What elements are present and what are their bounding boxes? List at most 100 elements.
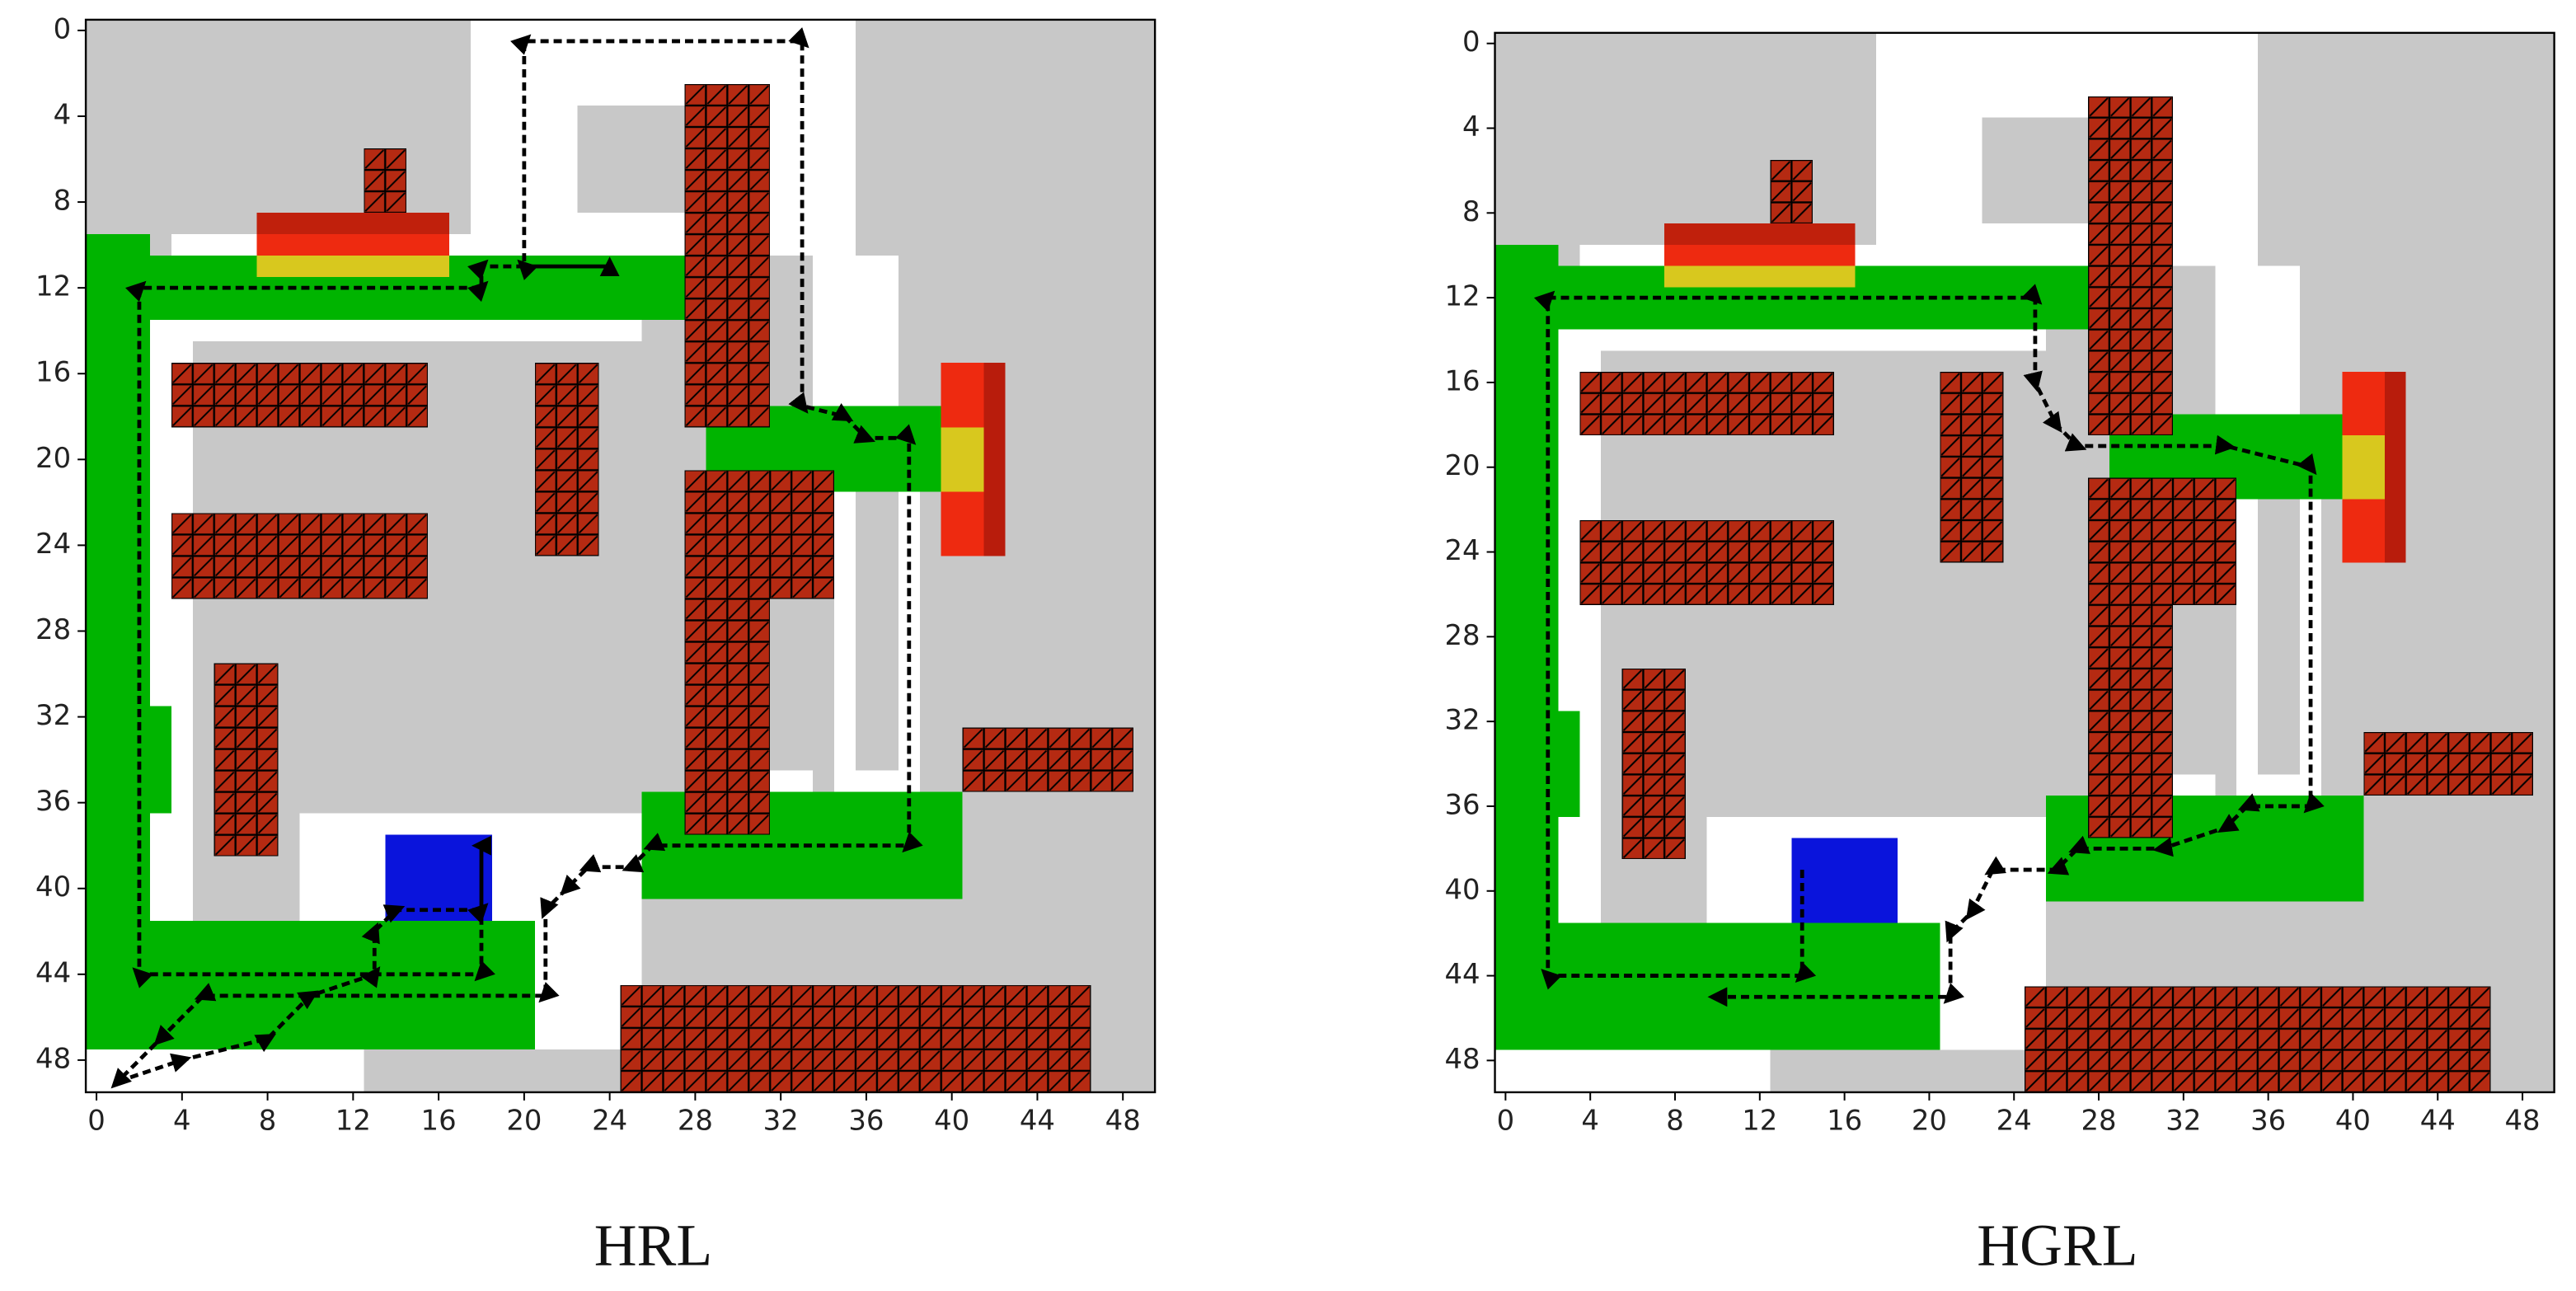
y-tick-label: 44 (1445, 958, 1480, 990)
x-tick-label: 0 (1497, 1104, 1515, 1136)
x-tick-label: 16 (1827, 1104, 1862, 1136)
obstacle (1621, 668, 1686, 860)
map-region (1982, 117, 2089, 224)
obstacle (1940, 372, 2004, 563)
map-region (1664, 223, 1856, 245)
obstacle (684, 599, 771, 835)
y-tick-label: 24 (1445, 534, 1480, 566)
axes-frame (84, 18, 1157, 1094)
panel (1494, 32, 2555, 1092)
x-tick-label: 40 (934, 1104, 969, 1136)
obstacle (684, 83, 771, 428)
y-tick-label: 12 (1445, 280, 1480, 312)
x-tick-label: 32 (2165, 1104, 2201, 1136)
x-tick-label: 0 (87, 1104, 106, 1136)
panel (86, 19, 1156, 1092)
y-tick-label: 4 (1462, 110, 1480, 143)
map-region (983, 363, 1006, 556)
obstacle (1579, 372, 1834, 436)
obstacle (2363, 731, 2533, 796)
obstacle (364, 148, 407, 214)
axes-frame (1494, 31, 2555, 1094)
x-tick-label: 40 (2335, 1104, 2371, 1136)
obstacle (1770, 160, 1814, 224)
x-tick-label: 20 (1912, 1104, 1947, 1136)
y-tick-label: 48 (35, 1042, 71, 1074)
x-tick-label: 32 (763, 1104, 799, 1136)
obstacle (2088, 604, 2173, 838)
x-tick-label: 16 (421, 1104, 457, 1136)
y-tick-label: 36 (1445, 788, 1480, 820)
obstacle (2088, 96, 2173, 436)
map-region (1494, 922, 1940, 1050)
map-region (1558, 711, 1580, 817)
x-tick-label: 28 (678, 1104, 713, 1136)
y-tick-label: 40 (35, 871, 71, 903)
x-tick-label: 24 (592, 1104, 627, 1136)
x-tick-label: 12 (335, 1104, 371, 1136)
obstacle (171, 363, 429, 428)
map-region (256, 256, 450, 278)
x-tick-label: 8 (1666, 1104, 1684, 1136)
y-tick-label: 44 (35, 956, 71, 988)
map-region (385, 834, 492, 921)
map-region (2342, 435, 2386, 500)
map-region (1664, 244, 1856, 266)
obstacle (684, 470, 835, 599)
x-tick-label: 24 (1997, 1104, 2032, 1136)
map-region (813, 256, 899, 406)
map-region (2257, 499, 2301, 775)
y-tick-label: 16 (35, 356, 71, 388)
map-region (1791, 838, 1898, 923)
x-tick-label: 44 (1020, 1104, 1055, 1136)
x-tick-label: 4 (1581, 1104, 1599, 1136)
y-tick-label: 40 (1445, 873, 1480, 905)
trajectory (110, 27, 923, 1089)
obstacle (534, 363, 599, 556)
trajectory (1533, 284, 2325, 1007)
obstacle (2025, 986, 2491, 1092)
x-tick-label: 8 (259, 1104, 277, 1136)
y-tick-label: 20 (1445, 449, 1480, 481)
map-region (86, 1049, 364, 1092)
map-region (1494, 1049, 1771, 1092)
obstacle (213, 663, 279, 857)
x-tick-label: 48 (2505, 1104, 2541, 1136)
y-tick-label: 0 (54, 12, 72, 45)
y-tick-label: 32 (1445, 704, 1480, 736)
x-tick-label: 20 (506, 1104, 542, 1136)
y-tick-label: 36 (35, 785, 71, 817)
y-tick-label: 4 (54, 98, 72, 130)
x-tick-label: 12 (1742, 1104, 1777, 1136)
x-tick-label: 4 (173, 1104, 191, 1136)
map-region (1664, 265, 1856, 288)
map-region (256, 234, 450, 256)
y-tick-label: 24 (35, 528, 71, 560)
y-tick-label: 12 (35, 270, 71, 303)
x-tick-label: 48 (1105, 1104, 1141, 1136)
y-tick-label: 16 (1445, 364, 1480, 397)
obstacle (962, 727, 1134, 792)
y-tick-label: 8 (54, 185, 72, 217)
y-tick-label: 0 (1462, 26, 1480, 58)
x-tick-label: 36 (2250, 1104, 2286, 1136)
y-tick-label: 28 (1445, 619, 1480, 651)
map-region (86, 920, 535, 1049)
y-tick-label: 20 (35, 442, 71, 474)
map-region (256, 213, 450, 235)
map-region (2385, 372, 2406, 563)
x-tick-label: 44 (2420, 1104, 2456, 1136)
map-region (941, 427, 984, 492)
obstacle (1579, 519, 1834, 605)
y-tick-label: 32 (35, 699, 71, 731)
obstacle (620, 984, 1091, 1092)
obstacle (171, 513, 429, 599)
obstacle (2088, 477, 2237, 605)
caption: HGRL (1977, 1213, 2137, 1279)
y-tick-label: 8 (1462, 195, 1480, 228)
map-region (149, 706, 171, 814)
caption: HRL (594, 1213, 712, 1279)
x-tick-label: 36 (848, 1104, 884, 1136)
